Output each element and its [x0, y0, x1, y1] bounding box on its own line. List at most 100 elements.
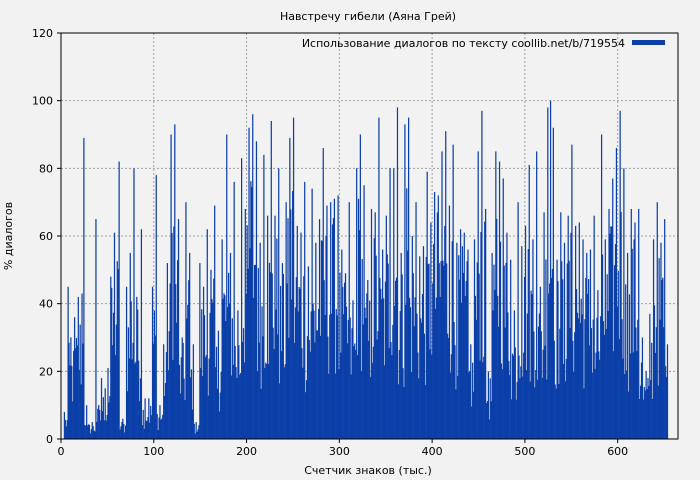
y-tick-label: 100	[32, 95, 53, 108]
data-bar	[346, 343, 348, 439]
data-bar	[250, 181, 252, 439]
data-bar	[382, 249, 384, 439]
data-bar	[365, 318, 367, 439]
data-bar	[171, 232, 173, 439]
x-tick-label: 600	[607, 445, 628, 458]
data-bar	[355, 349, 357, 439]
data-bar	[660, 242, 662, 439]
data-bar	[472, 391, 475, 439]
data-bar	[223, 293, 225, 439]
data-bar	[616, 306, 618, 439]
data-bar	[643, 386, 645, 439]
data-bar	[63, 411, 66, 439]
data-bar	[167, 370, 169, 439]
data-bar	[177, 219, 180, 439]
data-bar	[118, 161, 120, 440]
data-bar	[546, 379, 548, 439]
data-bar	[96, 421, 98, 439]
data-bar	[126, 391, 129, 439]
data-bar	[155, 175, 157, 439]
data-bar	[497, 295, 499, 439]
data-bar	[603, 334, 606, 439]
data-bar	[307, 266, 310, 439]
data-bar	[570, 232, 572, 439]
data-bar	[372, 346, 374, 439]
data-bar	[651, 342, 653, 439]
data-bar	[76, 345, 79, 439]
data-bar	[587, 293, 589, 439]
data-bar	[545, 259, 547, 439]
data-bar	[658, 258, 660, 439]
data-bar	[491, 252, 493, 439]
data-bar	[114, 354, 117, 439]
data-bar	[393, 168, 395, 440]
data-bar	[193, 423, 195, 439]
data-bar	[243, 362, 246, 439]
data-bar	[661, 280, 663, 439]
data-bar	[333, 198, 336, 439]
data-bar	[133, 168, 135, 440]
data-bar	[180, 357, 182, 439]
data-bar	[381, 299, 383, 439]
data-bar	[160, 419, 162, 439]
data-bar	[583, 388, 585, 439]
data-bar	[498, 161, 501, 440]
data-bar	[453, 322, 455, 439]
data-bar	[173, 226, 175, 439]
data-bar	[376, 339, 378, 439]
data-bar	[163, 395, 166, 439]
data-bar	[644, 390, 646, 439]
legend: Использование диалогов по тексту coollib…	[302, 37, 665, 50]
data-bar	[593, 215, 595, 439]
data-bar	[242, 328, 245, 439]
data-bar	[306, 336, 309, 439]
data-bar	[575, 289, 578, 439]
data-bar	[244, 208, 246, 439]
data-bar	[408, 297, 411, 439]
data-bar	[78, 369, 80, 439]
data-bar	[613, 351, 615, 439]
data-bar	[216, 388, 219, 439]
data-bar	[305, 380, 308, 439]
data-bar	[73, 317, 76, 439]
data-bar	[102, 397, 104, 439]
data-bar	[254, 264, 257, 439]
data-bar	[371, 362, 374, 439]
data-bar	[536, 151, 538, 439]
data-bar	[659, 319, 661, 439]
data-bar	[120, 426, 122, 439]
data-bar	[263, 154, 265, 440]
data-bar	[523, 276, 526, 439]
data-bar	[266, 364, 268, 439]
data-bar	[232, 364, 234, 439]
data-bar	[429, 349, 431, 439]
data-bar	[454, 345, 456, 439]
data-bar	[641, 337, 644, 439]
data-bar	[562, 363, 565, 439]
data-bar	[228, 272, 230, 439]
data-bar	[451, 241, 453, 439]
data-bar	[219, 392, 221, 439]
data-bar	[590, 328, 593, 439]
data-bar	[343, 314, 345, 439]
data-bar	[379, 277, 381, 439]
data-bar	[521, 246, 523, 439]
data-bar	[543, 212, 545, 439]
data-bar	[125, 286, 128, 439]
data-bar	[319, 335, 322, 439]
data-bar	[240, 372, 242, 439]
data-bar	[345, 306, 348, 439]
data-bar	[525, 370, 528, 439]
data-bar	[95, 219, 97, 439]
data-bar	[185, 202, 187, 439]
data-bar	[298, 286, 300, 439]
data-bar	[103, 420, 105, 439]
data-bar	[536, 379, 539, 439]
data-bar	[512, 355, 515, 439]
data-bar	[646, 388, 648, 439]
data-bar	[279, 285, 282, 439]
data-bar	[375, 255, 377, 439]
data-bar	[493, 264, 495, 439]
data-bar	[112, 345, 114, 439]
data-bar	[362, 324, 364, 439]
